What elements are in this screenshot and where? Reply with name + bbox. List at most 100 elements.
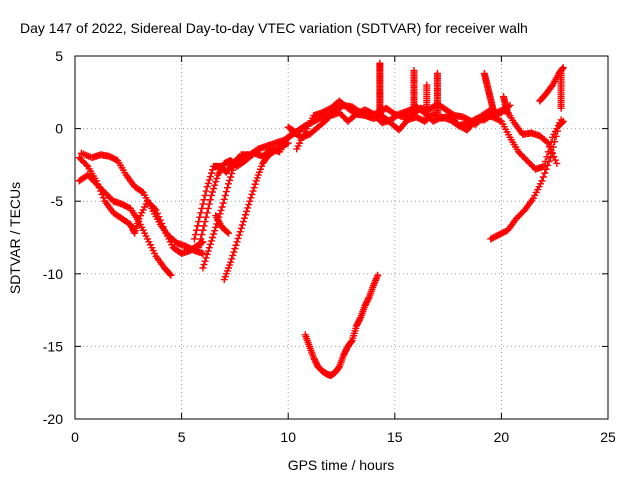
plus-marker xyxy=(200,196,208,204)
plus-marker xyxy=(504,110,512,118)
plus-marker xyxy=(206,240,214,248)
plus-marker xyxy=(217,206,225,214)
plus-marker xyxy=(195,218,203,226)
plus-marker xyxy=(538,177,546,185)
plus-marker xyxy=(222,188,230,196)
series-track-7 xyxy=(220,139,292,284)
plus-marker xyxy=(558,119,566,127)
plus-marker xyxy=(221,191,229,199)
series-track-5 xyxy=(190,125,305,243)
plus-marker xyxy=(194,222,202,230)
plus-marker xyxy=(225,229,233,237)
plus-marker xyxy=(545,158,553,166)
plus-marker xyxy=(201,191,209,199)
plus-marker xyxy=(196,213,204,221)
plus-marker xyxy=(230,163,238,171)
plus-marker xyxy=(249,187,257,195)
axis-ticks: 0 5 10 15 20 25 5 0 -5 -10 -15 -20 xyxy=(43,48,616,445)
plus-marker xyxy=(559,118,567,126)
plus-marker xyxy=(233,238,241,246)
plus-marker xyxy=(250,184,258,192)
plus-marker xyxy=(244,151,252,159)
plus-marker xyxy=(542,165,550,173)
y-tick-label: -5 xyxy=(51,193,64,209)
data-points xyxy=(75,59,567,379)
plus-marker xyxy=(423,81,431,89)
plus-marker xyxy=(246,197,254,205)
x-tick-label: 20 xyxy=(494,429,510,445)
plus-marker xyxy=(226,176,234,184)
plus-marker xyxy=(223,184,231,192)
plus-marker xyxy=(223,228,231,236)
plus-marker xyxy=(209,234,217,241)
plus-marker xyxy=(227,258,235,266)
plus-marker xyxy=(553,159,561,167)
plus-marker xyxy=(559,64,567,72)
plus-marker xyxy=(202,254,210,262)
plus-marker xyxy=(544,139,552,147)
plus-marker xyxy=(243,207,251,215)
plus-marker xyxy=(229,166,237,174)
plus-marker xyxy=(242,211,250,219)
plus-marker xyxy=(210,185,218,193)
plus-marker xyxy=(374,271,382,279)
series-track-8 xyxy=(212,212,233,237)
plus-marker xyxy=(203,250,211,258)
plus-marker xyxy=(539,173,547,181)
series-spike-2 xyxy=(410,67,418,115)
plus-marker xyxy=(205,176,213,184)
y-tick-label: -10 xyxy=(43,266,63,282)
plus-marker xyxy=(284,139,292,147)
plus-marker xyxy=(206,196,214,204)
plus-marker xyxy=(200,222,208,230)
plus-marker xyxy=(541,169,549,177)
plus-marker xyxy=(230,248,238,256)
plus-marker xyxy=(220,195,228,203)
plus-marker xyxy=(204,204,212,212)
plus-marker xyxy=(199,226,207,234)
x-tick-label: 0 xyxy=(71,429,79,445)
plus-marker xyxy=(216,210,224,218)
series-spike-7 xyxy=(557,69,565,112)
x-tick-label: 25 xyxy=(600,429,616,445)
plus-marker xyxy=(199,249,207,257)
plus-marker xyxy=(240,214,248,222)
plus-marker xyxy=(204,247,212,255)
plus-marker xyxy=(234,234,242,242)
plus-marker xyxy=(207,169,215,177)
plus-marker xyxy=(543,153,551,161)
plus-marker xyxy=(99,194,107,202)
plus-marker xyxy=(550,153,558,161)
plus-marker xyxy=(544,161,552,169)
plus-marker xyxy=(410,67,418,75)
series-spike-5 xyxy=(480,69,497,112)
plus-marker xyxy=(237,224,245,232)
plus-marker xyxy=(138,188,146,196)
plus-marker xyxy=(202,213,210,221)
plus-marker xyxy=(244,204,252,212)
plus-marker xyxy=(202,187,210,195)
plus-marker xyxy=(211,227,219,235)
plus-marker xyxy=(551,156,559,164)
plus-marker xyxy=(207,191,215,199)
plus-marker xyxy=(197,235,205,243)
plus-marker xyxy=(376,59,384,67)
y-tick-label: 0 xyxy=(55,121,63,137)
plus-marker xyxy=(489,104,497,112)
plus-marker xyxy=(166,270,174,278)
plus-marker xyxy=(203,183,211,191)
plus-marker xyxy=(190,235,198,243)
plus-marker xyxy=(231,245,239,253)
plus-marker xyxy=(229,251,237,259)
y-tick-label: -15 xyxy=(43,338,63,354)
plus-marker xyxy=(548,148,556,156)
plus-marker xyxy=(546,154,554,162)
plus-marker xyxy=(199,264,207,272)
plot-frame xyxy=(74,55,609,420)
y-tick-label: 5 xyxy=(55,48,63,64)
plus-marker xyxy=(205,244,213,252)
plus-marker xyxy=(212,178,220,186)
plus-marker xyxy=(225,180,233,188)
plus-marker xyxy=(199,200,207,208)
